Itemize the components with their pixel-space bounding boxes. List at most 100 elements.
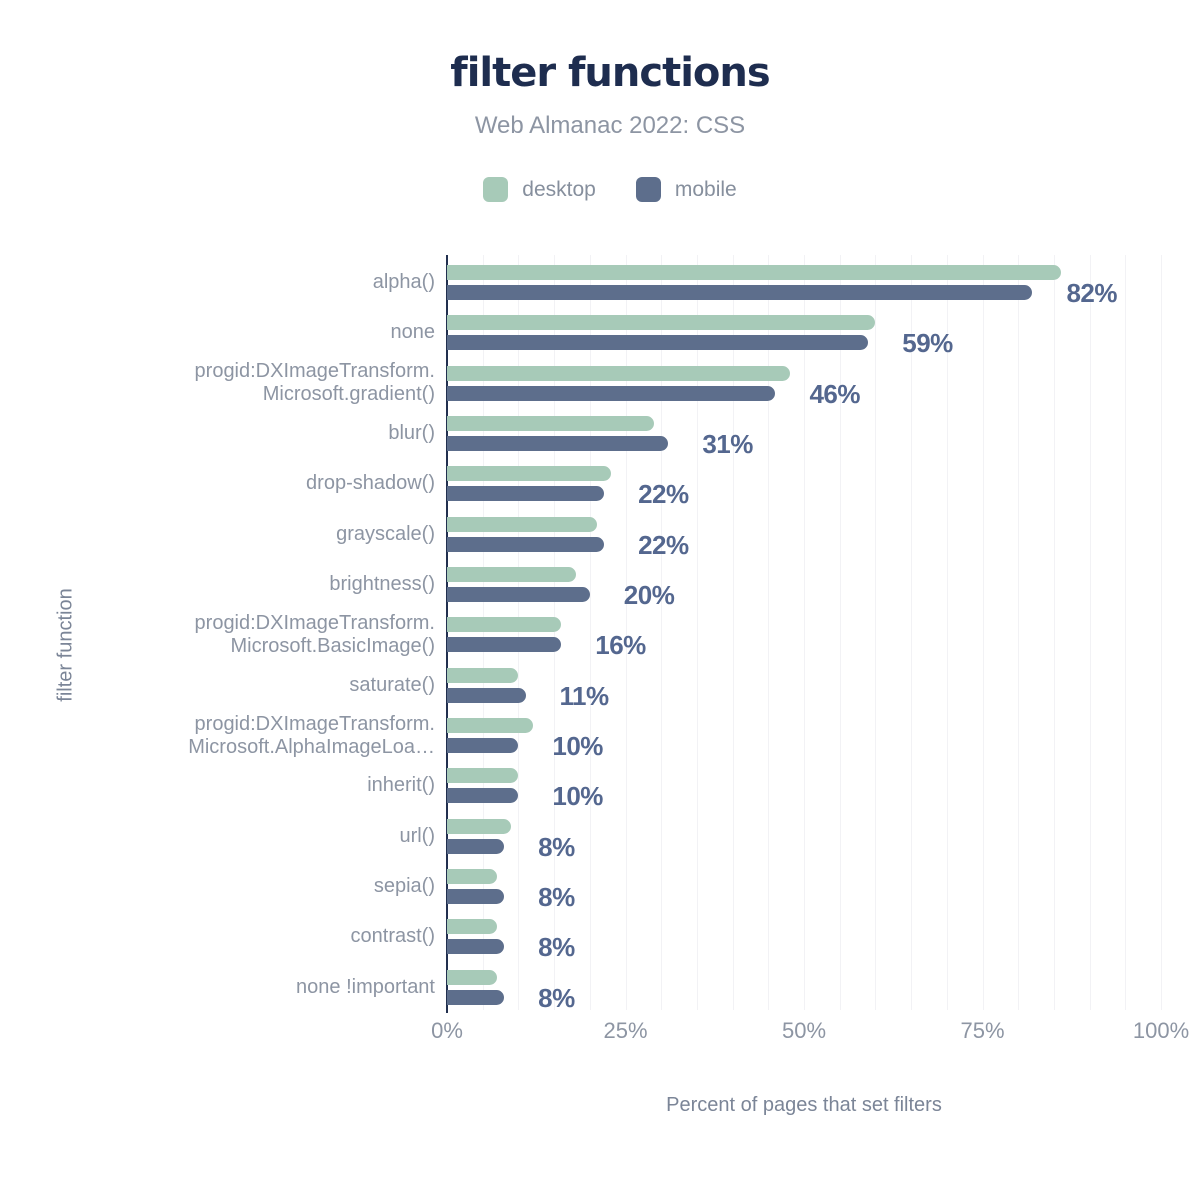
category-label-line: brightness() — [329, 573, 435, 596]
mobile-bar — [447, 435, 669, 451]
category-label: alpha() — [105, 255, 435, 305]
value-label: 8% — [538, 932, 575, 963]
value-label: 10% — [552, 781, 603, 812]
mobile-bar — [447, 838, 505, 854]
mobile-bar — [447, 737, 519, 753]
category-label-line: Microsoft.gradient() — [262, 383, 435, 406]
gridline-85 — [1053, 255, 1055, 1010]
bar-row: none 59% — [391, 305, 1161, 359]
bar-row: progid:DXImageTransform. Microsoft.BasicI… — [195, 607, 1161, 661]
bar-row: url() 8% — [399, 809, 1161, 862]
category-label-line: progid:DXImageTransform. — [194, 712, 435, 735]
legend-entry-desktop: desktop — [483, 176, 596, 202]
x-tick-label: 0% — [431, 1018, 463, 1043]
value-label: 16% — [595, 630, 646, 661]
category-label: saturate() — [105, 658, 435, 708]
value-label: 8% — [538, 881, 575, 912]
mobile-bar — [447, 285, 1033, 300]
legend-entry-mobile: mobile — [635, 176, 737, 202]
value-label: 59% — [902, 328, 953, 359]
category-label: drop-shadow() — [105, 456, 435, 506]
gridline-90 — [1089, 255, 1091, 1010]
category-label-line: progid:DXImageTransform. — [194, 360, 435, 383]
category-label: progid:DXImageTransform. Microsoft.AlphaI… — [105, 708, 435, 758]
category-label-line: alpha() — [372, 271, 435, 294]
legend: desktop mobile — [20, 176, 1200, 202]
mobile-bar — [447, 335, 869, 351]
bar-row: drop-shadow() 22% — [306, 456, 1161, 510]
gridline-25 — [625, 255, 627, 1010]
bar-row: none !important 8% — [296, 960, 1161, 1013]
desktop-bar — [447, 415, 655, 431]
gridline-40 — [732, 255, 734, 1010]
bar-row: saturate() 11% — [349, 658, 1161, 711]
category-label-line: progid:DXImageTransform. — [194, 611, 435, 634]
category-label-line: Microsoft.AlphaImageLoa… — [188, 735, 435, 758]
gridline-50 — [804, 255, 805, 1010]
category-label-line: url() — [399, 824, 435, 847]
bar-row: blur() 31% — [388, 406, 1161, 459]
gridline-5 — [482, 255, 484, 1010]
bar-row: inherit() 10% — [367, 758, 1161, 812]
gridline-100 — [1161, 255, 1162, 1010]
desktop-bar — [447, 868, 497, 884]
bar-row: grayscale() 22% — [336, 507, 1161, 560]
category-label-line: sepia() — [373, 875, 435, 898]
x-axis-ticks: 0% 25% 50% 75% 100% — [431, 1018, 1189, 1044]
category-label: sepia() — [105, 859, 435, 909]
gridline-45 — [768, 255, 770, 1010]
mobile-bar — [447, 385, 776, 401]
gridline-60 — [875, 255, 877, 1010]
gridline-65 — [911, 255, 913, 1010]
legend-label-mobile: mobile — [674, 177, 737, 201]
category-label-line: contrast() — [350, 925, 435, 948]
gridline-75 — [982, 255, 984, 1010]
desktop-bar — [447, 516, 597, 532]
category-label: brightness() — [105, 557, 435, 607]
category-label: progid:DXImageTransform. Microsoft.BasicI… — [105, 607, 435, 657]
value-label: 11% — [559, 680, 610, 711]
value-label: 46% — [809, 378, 860, 409]
value-label: 8% — [538, 831, 575, 862]
gridline-30 — [661, 255, 663, 1010]
category-label-line: Microsoft.BasicImage() — [230, 634, 436, 657]
desktop-bar — [447, 566, 576, 582]
legend-label-desktop: desktop — [522, 177, 596, 201]
mobile-bar — [447, 788, 519, 804]
category-label: contrast() — [105, 909, 435, 959]
mobile-bar — [447, 536, 605, 552]
gridline-15 — [554, 255, 556, 1010]
bar-row: progid:DXImageTransform. Microsoft.gradie… — [195, 356, 1161, 409]
x-axis-title: Percent of pages that set filters — [666, 1094, 942, 1116]
category-label: inherit() — [105, 758, 435, 808]
desktop-bar — [447, 667, 519, 683]
desktop-bar — [447, 365, 790, 381]
category-label-line: none — [390, 321, 436, 344]
value-label: 31% — [702, 428, 753, 459]
x-tick-label: 100% — [1132, 1018, 1190, 1043]
gridline-55 — [839, 255, 841, 1010]
category-label-line: grayscale() — [336, 522, 435, 545]
desktop-bar — [447, 466, 612, 482]
mobile-bar — [447, 486, 605, 502]
mobile-bar — [447, 888, 505, 904]
gridline-70 — [946, 255, 948, 1010]
mobile-bar — [447, 687, 526, 703]
value-label: 22% — [638, 529, 689, 560]
mobile-bar — [447, 586, 590, 602]
category-label: none !important — [105, 960, 435, 1010]
x-tick-label: 50% — [781, 1018, 827, 1043]
category-label: grayscale() — [105, 507, 435, 557]
value-label: 22% — [638, 479, 689, 510]
mobile-bar — [447, 637, 562, 653]
desktop-bar — [447, 969, 497, 985]
gridline-95 — [1125, 255, 1127, 1010]
category-label: progid:DXImageTransform. Microsoft.gradie… — [105, 356, 435, 406]
chart-subtitle: Web Almanac 2022: CSS — [474, 112, 746, 139]
value-label: 10% — [552, 730, 603, 761]
category-label-line: none !important — [296, 975, 435, 998]
gridline-10 — [518, 255, 520, 1010]
bar-row: contrast() 8% — [351, 909, 1161, 963]
desktop-bar — [447, 919, 497, 935]
